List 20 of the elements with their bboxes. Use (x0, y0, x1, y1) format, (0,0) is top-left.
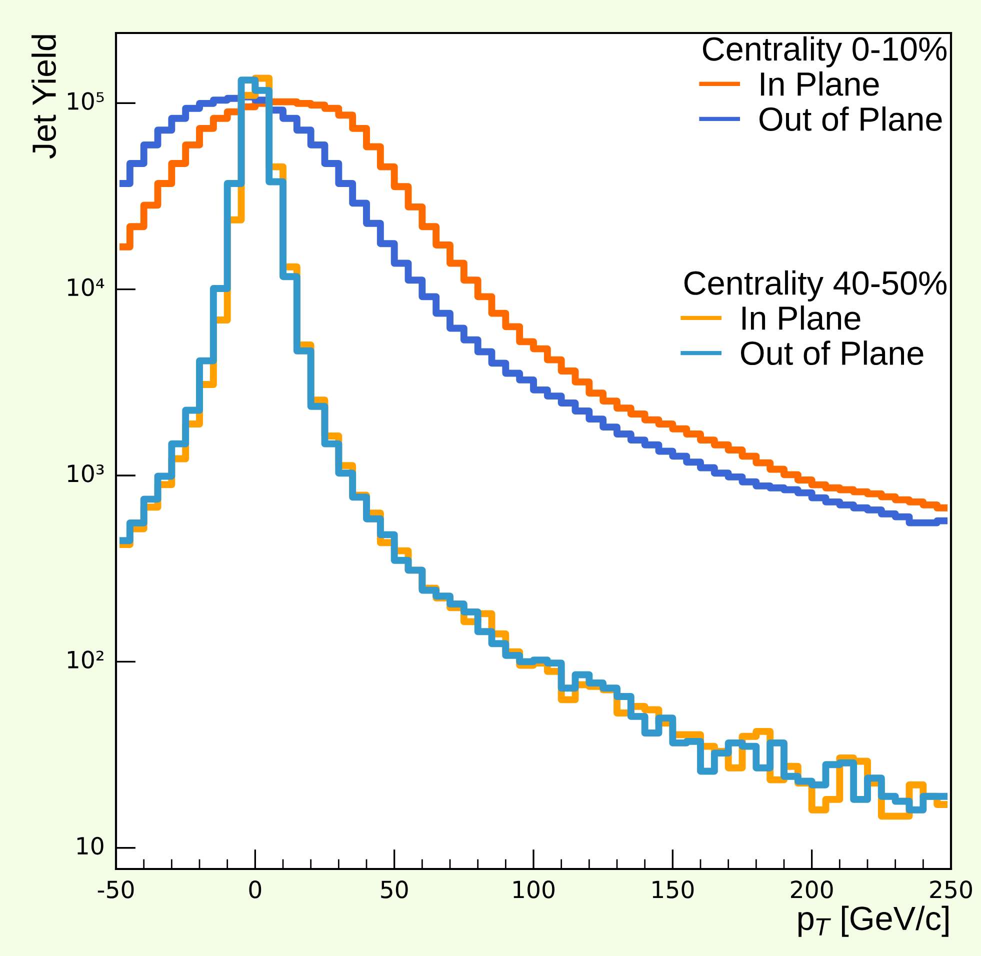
x-tick-label: 250 (930, 880, 972, 898)
x-tick-label: 200 (791, 880, 833, 898)
legend-label: Out of Plane (740, 340, 924, 366)
y-tick-label: 10⁴ (68, 278, 104, 296)
y-tick-label: 10 (77, 836, 104, 855)
x-tick-label: 100 (514, 880, 554, 898)
legend-label: In Plane (761, 71, 879, 96)
x-tick-label: -50 (98, 880, 134, 898)
x-tick-label: 50 (381, 880, 408, 898)
x-tick-label: 0 (249, 880, 262, 898)
y-tick-label: 10² (68, 650, 104, 669)
legend-label: Out of Plane (760, 106, 942, 131)
x-axis-title: p$_{T}$ [GeV/c] (798, 906, 948, 937)
x-tick-label: 150 (652, 880, 694, 898)
annotation: Centrality 0-10% (702, 36, 946, 68)
legend-label: In Plane (742, 305, 860, 330)
annotation: Centrality 40-50% (684, 270, 946, 302)
y-axis-title: Jet Yield (32, 35, 56, 158)
y-tick-label: 10³ (68, 464, 104, 482)
y-tick-label: 10⁵ (68, 92, 104, 110)
